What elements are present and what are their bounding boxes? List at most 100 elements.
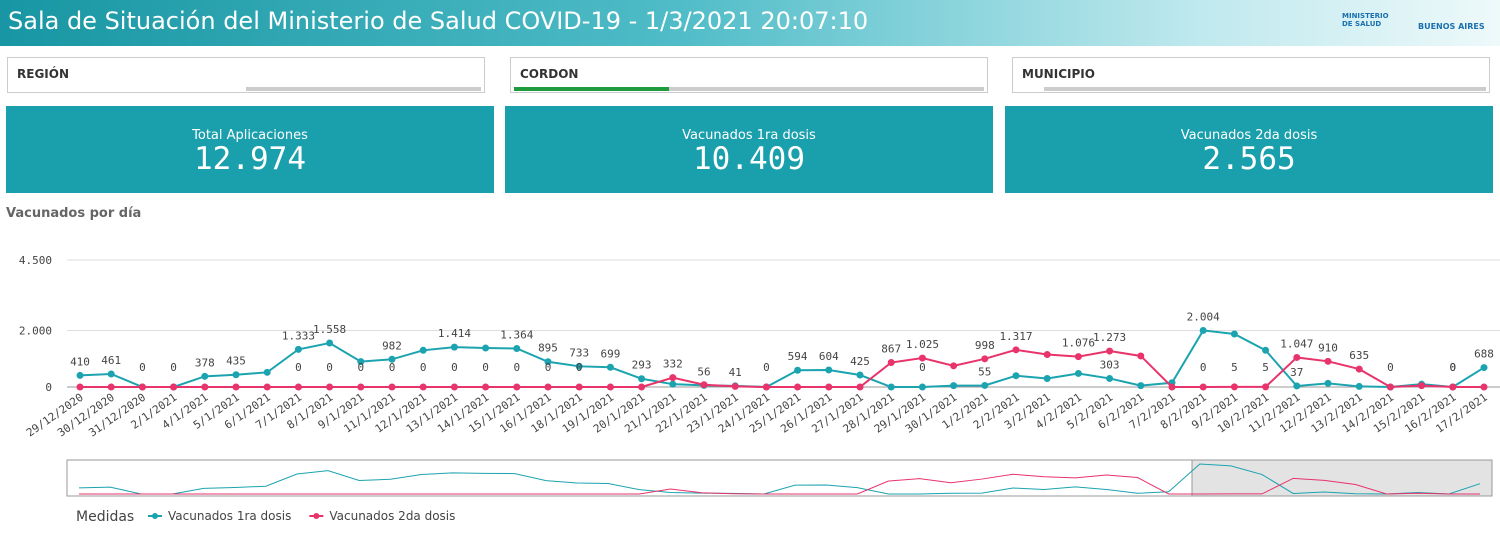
header-title: Sala de Situación del Ministerio de Salu… <box>8 7 869 35</box>
kpi-title: Total Aplicaciones <box>192 128 308 143</box>
filter-label: CORDON <box>520 67 579 81</box>
data-label: 37 <box>1290 366 1303 379</box>
data-label: 0 <box>1200 361 1207 374</box>
point <box>513 383 521 391</box>
point <box>232 383 240 391</box>
point <box>1168 383 1176 391</box>
kpi-value: 2.565 <box>1202 141 1296 177</box>
filter-bar <box>11 87 481 91</box>
data-label: 982 <box>382 339 402 352</box>
logo-left: MINISTERIO DE SALUD <box>1342 12 1389 28</box>
point <box>1355 365 1363 373</box>
filter[interactable]: REGIÓN <box>7 57 485 93</box>
point <box>1480 383 1488 391</box>
data-label: 0 <box>295 361 302 374</box>
point <box>232 371 240 379</box>
point <box>76 383 84 391</box>
data-label: 910 <box>1318 341 1338 354</box>
filter-bar <box>514 87 984 91</box>
point <box>1106 347 1114 355</box>
kpi-value: 12.974 <box>194 141 306 177</box>
data-label: 5 <box>1262 361 1269 374</box>
data-label: 0 <box>139 361 146 374</box>
data-label: 410 <box>70 355 90 368</box>
point <box>138 383 146 391</box>
point <box>1480 364 1488 372</box>
point <box>1386 383 1394 391</box>
point <box>794 383 802 391</box>
point <box>1012 346 1020 354</box>
filter-label: MUNICIPIO <box>1022 67 1095 81</box>
point <box>606 363 614 371</box>
point <box>1106 374 1114 382</box>
data-label: 1.025 <box>906 338 939 351</box>
point <box>544 383 552 391</box>
filter-bar <box>1016 87 1486 91</box>
point <box>918 354 926 362</box>
point <box>326 339 334 347</box>
point <box>575 362 583 370</box>
navigator-line <box>79 473 1480 495</box>
data-label: 425 <box>850 355 870 368</box>
header: Sala de Situación del Ministerio de Salu… <box>0 0 1500 46</box>
data-label: 0 <box>482 361 489 374</box>
legend-dot <box>313 513 320 519</box>
data-label: 0 <box>919 361 926 374</box>
legend-dot <box>152 513 158 519</box>
point <box>1199 326 1207 334</box>
kpi-title: Vacunados 2da dosis <box>1180 128 1318 143</box>
point <box>1262 346 1270 354</box>
point <box>201 372 209 380</box>
point <box>326 383 334 391</box>
data-label: 378 <box>195 356 215 369</box>
data-label: 332 <box>663 358 683 371</box>
data-label: 461 <box>101 354 121 367</box>
data-label: 895 <box>538 342 558 355</box>
point <box>1137 352 1145 360</box>
point <box>76 371 84 379</box>
data-label: 699 <box>600 347 620 360</box>
point <box>1012 372 1020 380</box>
point <box>1418 382 1426 390</box>
legend-label: Vacunados 1ra dosis <box>168 509 291 523</box>
data-label: 1.076 <box>1062 337 1095 350</box>
point <box>700 381 708 389</box>
point <box>544 358 552 366</box>
point <box>762 383 770 391</box>
data-label: 0 <box>170 361 177 374</box>
point <box>107 370 115 378</box>
data-label: 0 <box>420 361 427 374</box>
data-label: 594 <box>788 350 808 363</box>
point <box>1230 383 1238 391</box>
data-label: 41 <box>729 366 742 379</box>
point <box>731 382 739 390</box>
legend-label: Vacunados 2da dosis <box>329 509 455 523</box>
kpi-title: Vacunados 1ra dosis <box>682 128 816 143</box>
data-label: 733 <box>569 346 589 359</box>
point <box>170 383 178 391</box>
data-label: 5 <box>1231 361 1238 374</box>
point <box>1043 351 1051 359</box>
data-label: 0 <box>576 361 583 374</box>
data-label: 293 <box>632 359 652 372</box>
y-tick-label: 2.000 <box>19 325 52 338</box>
filter-label: REGIÓN <box>17 67 69 81</box>
data-label: 0 <box>389 361 396 374</box>
navigator-line <box>78 463 1481 495</box>
point <box>450 383 458 391</box>
data-label: 1.317 <box>999 330 1032 343</box>
data-label: 998 <box>975 339 995 352</box>
point <box>950 382 958 390</box>
filter[interactable]: MUNICIPIO <box>1012 57 1490 93</box>
point <box>450 343 458 351</box>
data-label: 0 <box>1449 361 1456 374</box>
point <box>1324 357 1332 365</box>
point <box>794 366 802 374</box>
point <box>856 383 864 391</box>
filter[interactable]: CORDON <box>510 57 988 93</box>
point <box>419 346 427 354</box>
point <box>669 380 677 388</box>
point <box>887 359 895 367</box>
